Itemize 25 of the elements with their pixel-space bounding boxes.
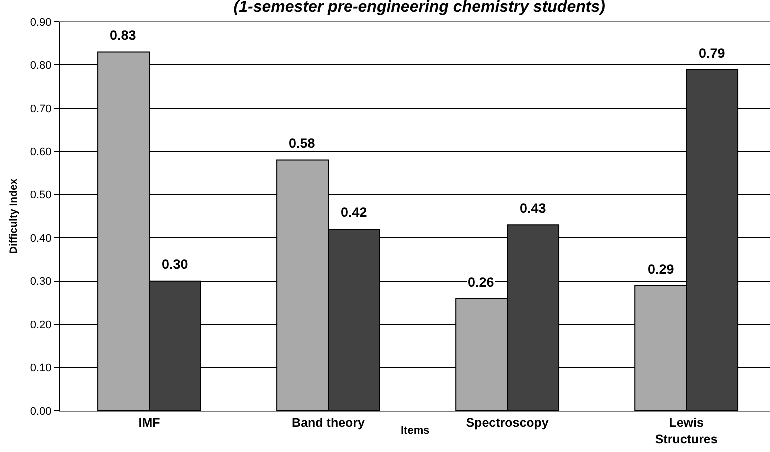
x-axis-title: Items [401, 425, 430, 437]
y-tick-label: 0.70 [30, 103, 52, 116]
y-tick-label: 0.20 [30, 319, 52, 332]
y-tick-label: 0.90 [30, 16, 52, 29]
chart-title: (1-semester pre-engineering chemistry students) [234, 0, 606, 16]
y-tick-label: 0.00 [30, 406, 52, 418]
y-axis-title: Difficulty Index [8, 178, 20, 254]
y-tick-label: 0.60 [30, 146, 52, 159]
data-label: 0.30 [162, 257, 188, 272]
data-label: 0.83 [110, 28, 137, 43]
x-tick-label: IMF [138, 416, 161, 430]
data-label: 0.26 [468, 275, 495, 290]
data-label: 0.29 [648, 262, 674, 277]
data-label: 0.58 [289, 136, 316, 151]
x-tick-label: Band theory [292, 416, 366, 430]
data-label: 0.43 [520, 201, 547, 216]
y-tick-label: 0.80 [30, 60, 52, 72]
y-tick-label: 0.30 [30, 276, 52, 288]
y-tick-label: 0.40 [30, 232, 52, 245]
data-label: 0.79 [699, 46, 726, 61]
x-tick-label: Spectroscopy [466, 416, 549, 430]
data-label: 0.42 [341, 205, 368, 220]
y-tick-label: 0.10 [30, 362, 52, 375]
y-tick-label: 0.50 [30, 190, 52, 202]
x-tick-label: Lewis Structures [655, 416, 718, 446]
